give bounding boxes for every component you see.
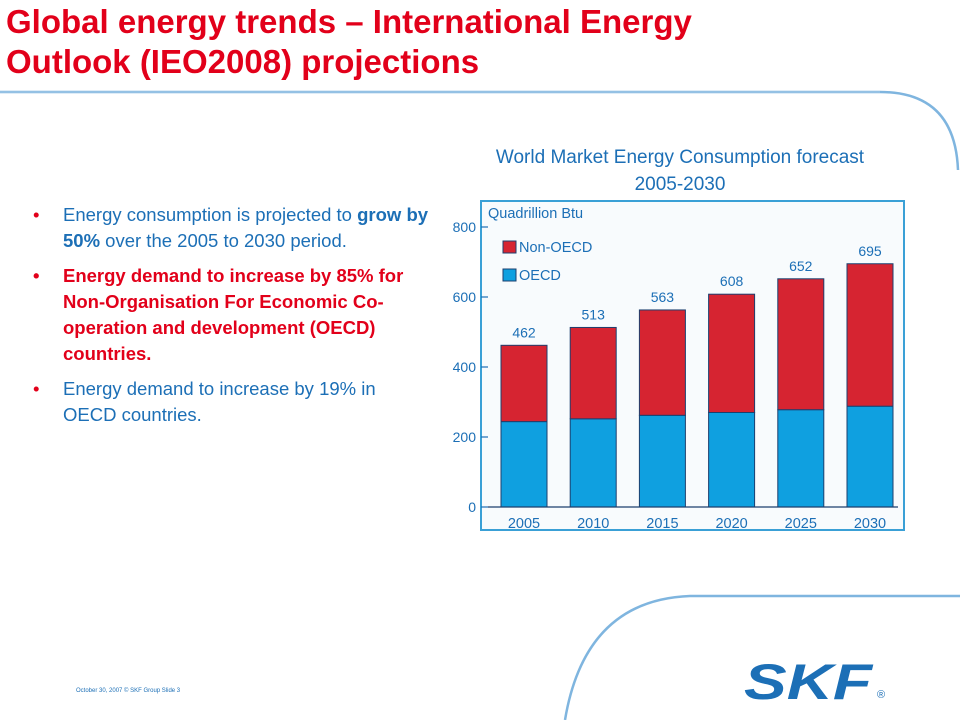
y-tick-label: 200: [453, 429, 477, 445]
bar-total-label: 652: [789, 258, 813, 274]
chart-frame: [480, 200, 905, 531]
bullet-list: • Energy consumption is projected to gro…: [30, 202, 430, 437]
chart-title-line1: World Market Energy Consumption forecast: [495, 147, 865, 168]
y-axis-label: Quadrillion Btu: [488, 206, 583, 222]
bar-total-label: 462: [512, 324, 536, 340]
bullet-non-oecd-text: Energy demand to increase by 85% for Non…: [63, 265, 404, 364]
bar-segment: [708, 412, 756, 508]
y-tick-label: 800: [453, 219, 477, 235]
page-title-line2: Outlook (IEO2008) projections: [6, 43, 480, 80]
y-tick-label: 0: [468, 499, 476, 515]
bullet-oecd: • Energy demand to increase by 19% in OE…: [30, 376, 430, 428]
x-tick-label: 2030: [854, 516, 886, 532]
chart-title-line2: 2005-2030: [634, 174, 726, 195]
page-title-line1: Global energy trends – International Ene…: [6, 3, 692, 40]
bullet-dot-icon: •: [33, 265, 40, 286]
legend-swatch: [502, 268, 517, 282]
skf-logo-text: SKF: [744, 660, 874, 706]
x-tick-label: 2015: [646, 516, 678, 532]
bullet-consumption-pre: Energy consumption is projected to: [63, 204, 358, 225]
chart-title: World Market Energy Consumption forecast…: [430, 144, 930, 198]
bar-total-label: 608: [720, 273, 744, 289]
legend-label: OECD: [519, 268, 561, 284]
footer-text: October 30, 2007 © SKF Group Slide 3: [76, 688, 181, 694]
bar-segment: [638, 309, 686, 416]
x-tick-label: 2005: [508, 516, 540, 532]
energy-consumption-chart: Quadrillion Btu 0 200 400 600 800 Non-OECD OECD…: [453, 200, 905, 532]
y-tick-label: 600: [453, 289, 477, 305]
bar-segment: [638, 414, 686, 508]
bar-segment: [500, 421, 548, 508]
bar-segment: [846, 405, 894, 508]
bullet-consumption: • Energy consumption is projected to gro…: [30, 202, 430, 254]
bar-total-label: 695: [858, 243, 882, 259]
x-tick-label: 2025: [785, 516, 817, 532]
x-tick-label: 2010: [577, 516, 609, 532]
legend-label: Non-OECD: [519, 240, 592, 256]
bullet-oecd-text: Energy demand to increase by 19% in OECD…: [63, 378, 376, 425]
x-tick-label: 2020: [715, 516, 747, 532]
bar-segment: [569, 418, 617, 508]
legend-swatch: [502, 240, 517, 254]
bullet-dot-icon: •: [33, 378, 40, 399]
bar-total-label: 563: [651, 289, 675, 305]
skf-logo-registered: ®: [877, 689, 885, 701]
bullet-non-oecd: • Energy demand to increase by 85% for N…: [30, 263, 430, 367]
bar-total-label: 513: [582, 306, 606, 322]
y-tick-label: 400: [453, 359, 477, 375]
bullet-consumption-bold: grow by 50%: [63, 204, 429, 251]
skf-logo: SKF ®: [744, 660, 885, 706]
bar-segment: [500, 344, 548, 423]
page-title: Global energy trends – International Ene…: [6, 2, 906, 82]
bullet-dot-icon: •: [33, 204, 40, 225]
bar-segment: [846, 263, 894, 407]
bullet-consumption-post: over the 2005 to 2030 period.: [100, 230, 347, 251]
bar-segment: [777, 278, 825, 411]
bar-segment: [569, 326, 617, 420]
bar-segment: [708, 293, 756, 413]
bar-segment: [777, 409, 825, 508]
